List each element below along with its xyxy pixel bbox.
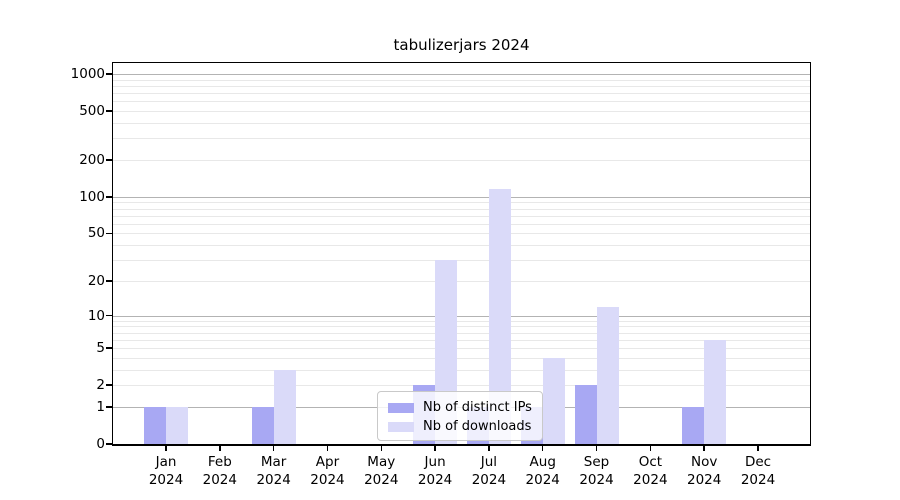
- minor-gridline: [113, 339, 810, 341]
- y-tick-mark: [106, 280, 112, 282]
- legend-swatch-distinct-ips: [388, 402, 414, 413]
- y-tick-mark: [106, 110, 112, 112]
- chart-legend: Nb of distinct IPs Nb of downloads: [377, 391, 543, 441]
- x-tick-label: May 2024: [364, 454, 399, 489]
- minor-gridline: [113, 385, 810, 387]
- legend-label-downloads: Nb of downloads: [423, 419, 532, 434]
- x-tick-mark: [757, 446, 759, 451]
- x-tick-label: Jun 2024: [417, 454, 453, 489]
- bar-downloads-aug: [542, 357, 565, 444]
- x-tick-label: Dec 2024: [740, 454, 776, 489]
- bar-downloads-mar: [273, 369, 296, 444]
- bar-downloads-nov: [704, 339, 727, 444]
- x-tick-label: Nov 2024: [686, 454, 722, 489]
- y-tick-mark: [106, 384, 112, 386]
- x-tick-mark: [434, 446, 436, 451]
- bar-distinct-ips-mar: [251, 406, 274, 444]
- y-tick-mark: [106, 406, 112, 408]
- y-tick-mark: [106, 159, 112, 161]
- chart-title: tabulizerjars 2024: [393, 36, 530, 54]
- legend-label-distinct-ips: Nb of distinct IPs: [423, 400, 532, 415]
- minor-gridline: [113, 332, 810, 334]
- legend-swatch-downloads: [388, 421, 414, 432]
- minor-gridline: [113, 79, 810, 81]
- x-tick-label: Jan 2024: [148, 454, 184, 489]
- bar-downloads-jan: [166, 406, 188, 444]
- y-tick-label: 5: [96, 340, 105, 357]
- minor-gridline: [113, 111, 810, 113]
- x-tick-mark: [272, 446, 275, 451]
- bar-distinct-ips-nov: [682, 406, 705, 444]
- y-tick-mark: [106, 232, 112, 235]
- x-tick-mark: [703, 446, 705, 451]
- minor-gridline: [113, 280, 810, 282]
- y-tick-label: 2: [96, 377, 105, 394]
- minor-gridline: [113, 208, 810, 210]
- y-tick-label: 200: [79, 151, 105, 168]
- minor-gridline: [113, 357, 810, 359]
- y-tick-label: 1: [96, 398, 105, 415]
- x-tick-mark: [165, 446, 167, 451]
- y-tick-label: 50: [87, 225, 105, 242]
- legend-item-distinct-ips: Nb of distinct IPs: [388, 399, 534, 416]
- x-tick-label: Mar 2024: [256, 454, 291, 489]
- x-tick-mark: [649, 446, 652, 451]
- minor-gridline: [113, 348, 810, 350]
- bar-downloads-sep: [596, 306, 619, 444]
- minor-gridline: [113, 159, 810, 161]
- major-gridline: [113, 196, 810, 198]
- minor-gridline: [113, 326, 810, 328]
- major-gridline: [113, 315, 810, 317]
- y-tick-mark: [106, 73, 112, 75]
- minor-gridline: [113, 320, 810, 322]
- minor-gridline: [113, 202, 810, 204]
- bar-distinct-ips-sep: [574, 385, 597, 444]
- y-tick-label: 1000: [70, 66, 105, 82]
- axis-top-spine: [112, 62, 811, 64]
- bar-distinct-ips-jan: [144, 406, 166, 444]
- y-tick-mark: [106, 314, 112, 317]
- x-tick-mark: [326, 446, 329, 451]
- x-tick-mark: [219, 446, 221, 451]
- y-tick-label: 10: [87, 307, 105, 324]
- minor-gridline: [113, 215, 810, 217]
- y-tick-label: 0: [96, 436, 105, 452]
- x-tick-label: Jul 2024: [471, 454, 507, 489]
- x-tick-mark: [488, 446, 490, 451]
- x-tick-mark: [380, 446, 382, 451]
- x-tick-mark: [542, 446, 544, 451]
- legend-item-downloads: Nb of downloads: [388, 418, 534, 435]
- x-tick-label: Apr 2024: [310, 454, 345, 489]
- y-tick-mark: [106, 347, 112, 349]
- y-tick-mark: [106, 443, 112, 445]
- minor-gridline: [113, 223, 810, 225]
- y-tick-label: 100: [79, 188, 105, 205]
- y-tick-mark: [106, 196, 112, 198]
- minor-gridline: [113, 369, 810, 371]
- minor-gridline: [113, 245, 810, 247]
- minor-gridline: [113, 122, 810, 124]
- x-tick-label: Feb 2024: [202, 454, 237, 489]
- minor-gridline: [113, 101, 810, 103]
- minor-gridline: [113, 233, 810, 235]
- y-tick-label: 20: [87, 272, 105, 289]
- minor-gridline: [113, 85, 810, 87]
- bar-downloads-jul: [488, 189, 511, 444]
- axis-left-spine: [112, 62, 114, 446]
- major-gridline: [113, 74, 810, 75]
- minor-gridline: [113, 260, 810, 262]
- x-tick-label: Oct 2024: [633, 454, 668, 489]
- y-tick-label: 500: [79, 103, 105, 120]
- axis-right-spine: [810, 62, 812, 446]
- minor-gridline: [113, 138, 810, 140]
- minor-gridline: [113, 93, 810, 95]
- x-tick-label: Aug 2024: [525, 454, 560, 489]
- x-tick-label: Sep 2024: [579, 454, 614, 489]
- x-tick-mark: [595, 446, 598, 451]
- axis-bottom-spine: [112, 444, 811, 446]
